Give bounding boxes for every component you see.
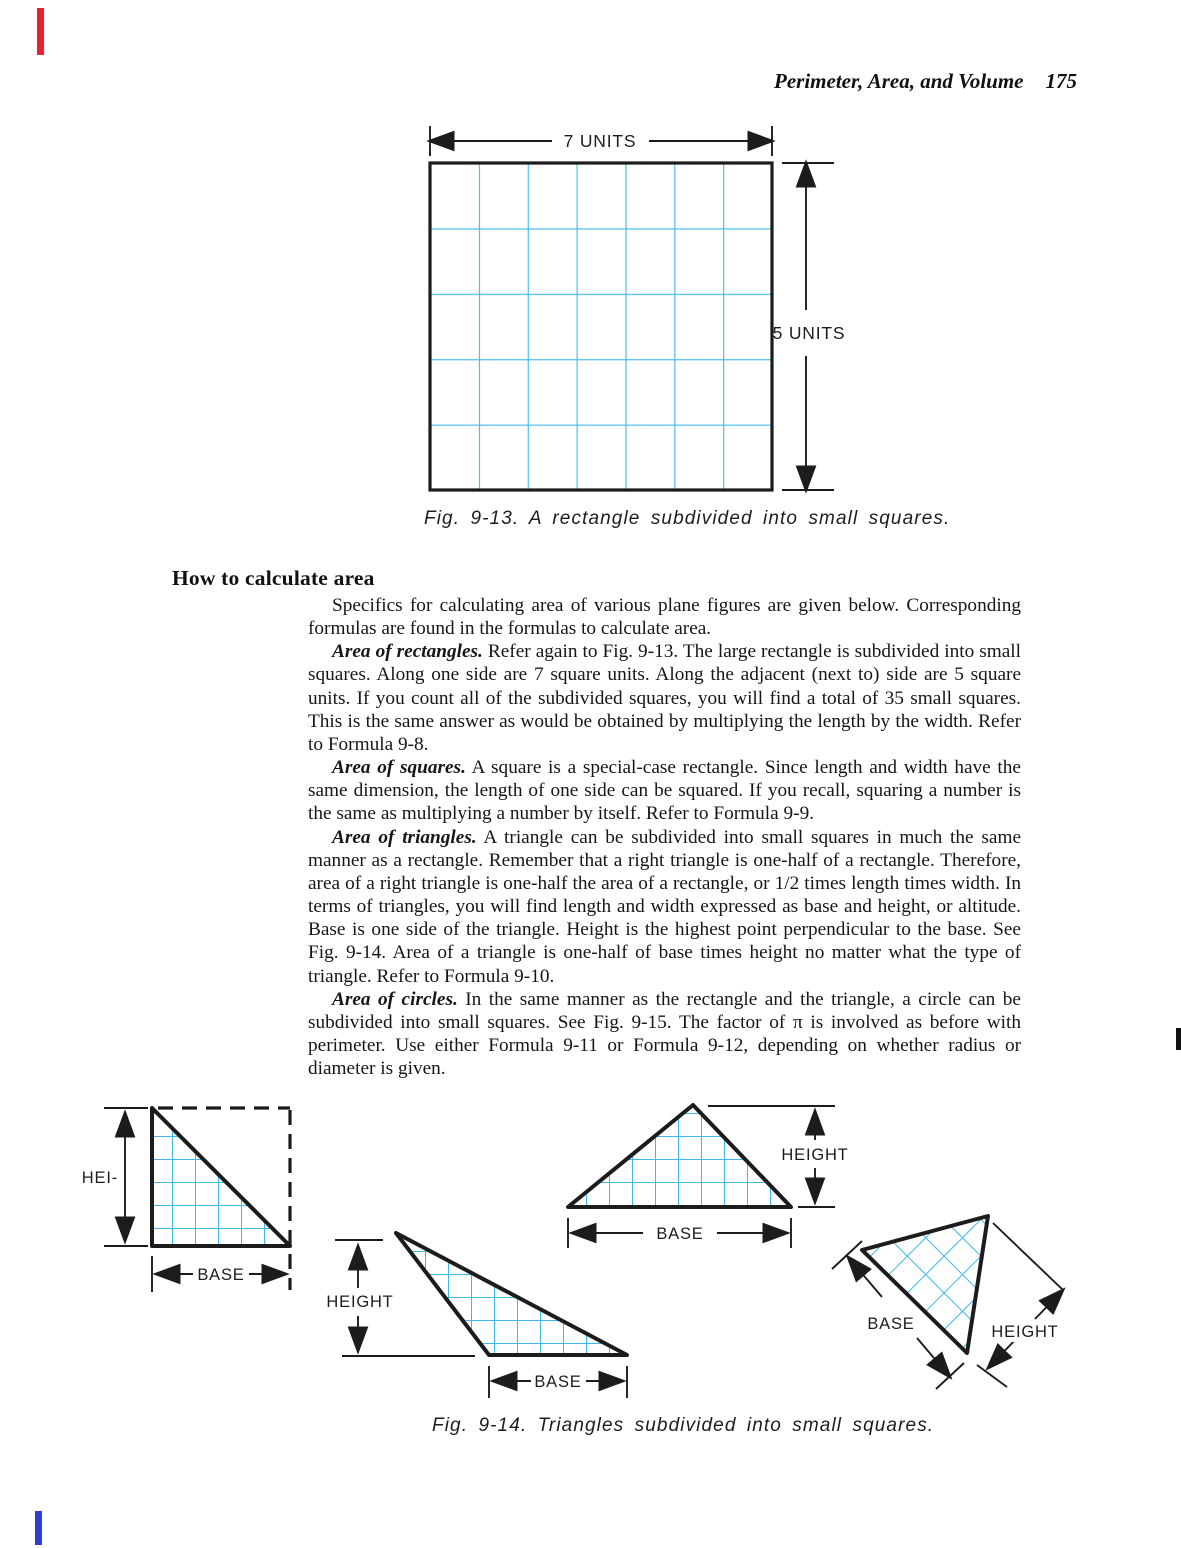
height-dimension	[782, 159, 834, 494]
t4-base-label: BASE	[867, 1315, 914, 1333]
running-head: Perimeter, Area, and Volume 175	[774, 69, 1077, 94]
t4-base-label-bg	[866, 1314, 916, 1334]
section-heading: How to calculate area	[172, 566, 375, 590]
t4-height-label-bg	[992, 1322, 1058, 1342]
t1-base-label: BASE	[197, 1266, 244, 1284]
page-number: 175	[1045, 69, 1078, 93]
t1-height-label: HEI-	[82, 1169, 118, 1187]
paragraph-lead: Area of circles.	[332, 988, 458, 1010]
t2-base-dimension	[488, 1366, 628, 1398]
t2-height-dimension	[335, 1239, 475, 1357]
t1-height-dimension	[104, 1107, 148, 1247]
tilted-triangle-figure: BASE HEIGHT	[831, 1214, 1066, 1390]
t2-base-label: BASE	[534, 1373, 581, 1391]
t3-height-dimension	[708, 1105, 835, 1208]
red-edge-mark	[37, 8, 44, 55]
fig914-caption: Fig. 9-14. Triangles subdivided into sma…	[432, 1415, 935, 1436]
t3-base-dimension	[567, 1218, 792, 1248]
paragraph-body: A triangle can be subdivided into small …	[308, 826, 1021, 987]
paragraph-rectangles: Area of rectangles. Refer again to Fig. …	[308, 640, 1021, 756]
t3-base-label: BASE	[656, 1225, 703, 1243]
paragraph-body: A square is a special-case rectangle. Si…	[308, 757, 1021, 825]
figure-9-14: HEI- BASE HEIGHT	[80, 1090, 1155, 1415]
subdivided-rectangle	[430, 163, 772, 490]
blue-edge-mark	[35, 1511, 42, 1545]
figure-9-13: 7 UNITS 5 UNITS	[400, 120, 860, 505]
isosceles-triangle-figure: HEIGHT BASE	[566, 1103, 848, 1248]
t4-height-dimension	[976, 1222, 1066, 1388]
paragraph-body: In the same manner as the rectangle and …	[308, 988, 1021, 1080]
paragraph-lead: Area of squares.	[332, 757, 466, 779]
fig913-drawing: 7 UNITS 5 UNITS	[426, 126, 846, 494]
rectangle-border	[428, 161, 774, 492]
dashed-rectangle-completion	[158, 1106, 292, 1290]
t1-base-dimension	[151, 1256, 290, 1292]
obtuse-triangle-figure: HEIGHT BASE	[326, 1231, 629, 1398]
width-dimension-label: 7 UNITS	[564, 131, 637, 151]
paragraph-lead: Area of triangles.	[332, 826, 477, 848]
height-dimension-label: 5 UNITS	[773, 323, 846, 343]
paragraph-squares: Area of squares. A square is a special-c…	[308, 756, 1021, 825]
t4-base-dimension	[831, 1240, 965, 1390]
t4-height-label: HEIGHT	[991, 1323, 1058, 1341]
paragraph-triangles: Area of triangles. A triangle can be sub…	[308, 826, 1021, 988]
t3-height-label: HEIGHT	[781, 1146, 848, 1164]
paragraph-circles: Area of circles. In the same manner as t…	[308, 988, 1021, 1081]
width-dimension	[426, 126, 776, 156]
paragraph-body: Refer again to Fig. 9-13. The large rect…	[308, 641, 1022, 755]
fig913-caption: Fig. 9-13. A rectangle subdivided into s…	[424, 508, 951, 529]
t2-height-label: HEIGHT	[326, 1293, 393, 1311]
paragraph-lead: Area of rectangles.	[332, 641, 483, 663]
body-text: Specifics for calculating area of variou…	[308, 594, 1021, 1080]
black-edge-tick	[1176, 1028, 1181, 1050]
paragraph-intro: Specifics for calculating area of variou…	[308, 594, 1021, 640]
chapter-title: Perimeter, Area, and Volume	[774, 69, 1024, 93]
fig914-drawing: HEI- BASE HEIGHT	[82, 1103, 1066, 1398]
paragraph-body: Specifics for calculating area of variou…	[308, 595, 1021, 640]
right-triangle-figure: HEI- BASE	[82, 1106, 292, 1292]
